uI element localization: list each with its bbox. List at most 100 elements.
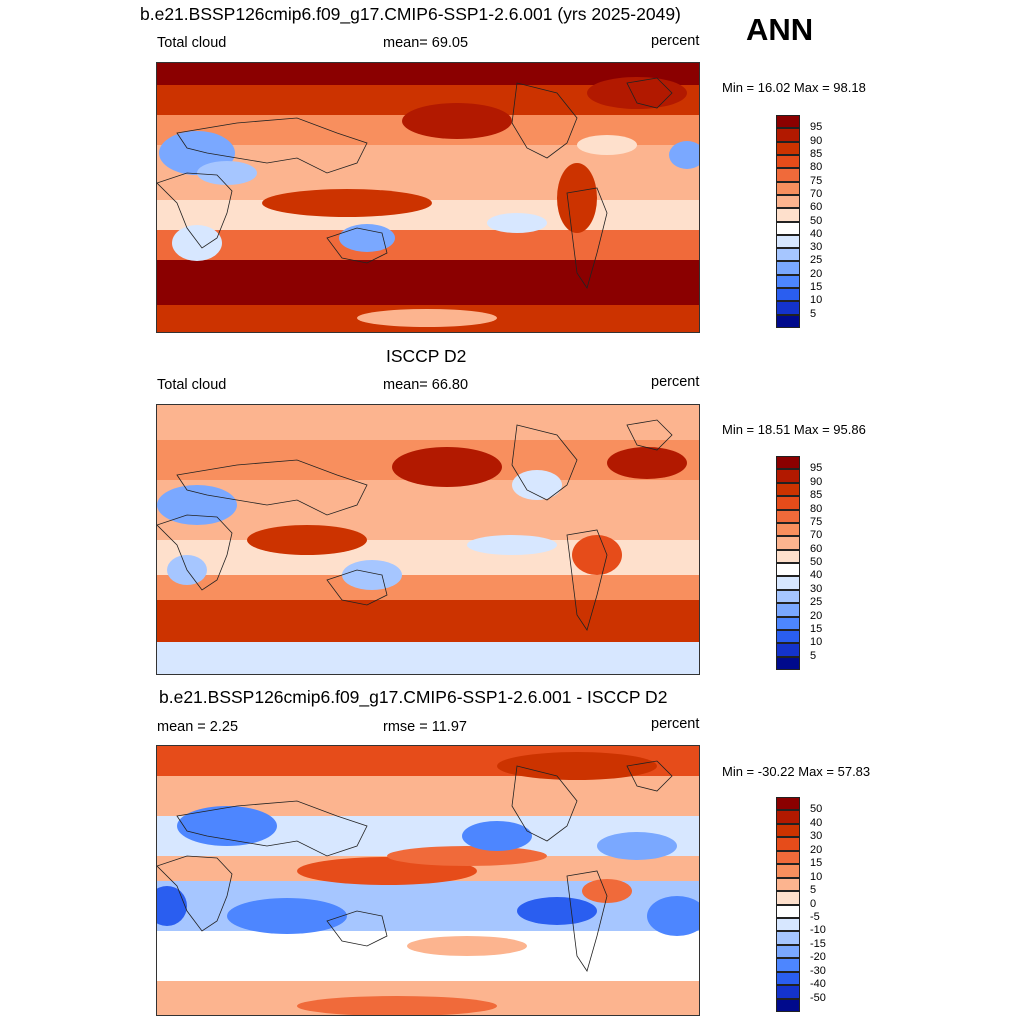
colorbar-tick-label: 30 bbox=[810, 830, 823, 843]
colorbar-tick-label: 95 bbox=[810, 462, 823, 475]
colorbar-tick-label: 50 bbox=[810, 803, 823, 816]
colorbar-swatch bbox=[776, 141, 800, 155]
colorbar-swatch bbox=[776, 985, 800, 999]
colorbar-tick-label: 95 bbox=[810, 121, 823, 134]
colorbar-tick-label: 15 bbox=[810, 281, 823, 294]
colorbar-swatch bbox=[776, 509, 800, 523]
colorbar-swatch bbox=[776, 656, 800, 670]
colorbar-swatch bbox=[776, 522, 800, 537]
colorbar-swatch bbox=[776, 589, 800, 604]
colorbar-tick-label: 50 bbox=[810, 214, 823, 227]
colorbar-tick-label: -30 bbox=[810, 964, 826, 977]
colorbar-swatch bbox=[776, 917, 800, 932]
panel-1-map bbox=[156, 62, 700, 333]
colorbar-tick-label: 5 bbox=[810, 649, 817, 662]
colorbar-swatch bbox=[776, 998, 800, 1012]
colorbar-swatch bbox=[776, 181, 800, 195]
colorbar-tick-label: 20 bbox=[810, 609, 823, 622]
colorbar-tick-label: -5 bbox=[810, 910, 820, 923]
figure-title: b.e21.BSSP126cmip6.f09_g17.CMIP6-SSP1-2.… bbox=[140, 4, 681, 24]
colorbar-swatch bbox=[776, 496, 800, 510]
panel-3-minmax: Min = -30.22 Max = 57.83 bbox=[722, 764, 871, 779]
colorbar-swatch bbox=[776, 643, 800, 657]
colorbar-tick-label: 70 bbox=[810, 187, 823, 200]
colorbar-swatch bbox=[776, 958, 800, 972]
colorbar-swatch bbox=[776, 603, 800, 617]
colorbar-tick-label: 0 bbox=[810, 897, 817, 910]
colorbar-swatch bbox=[776, 456, 800, 470]
colorbar-swatch bbox=[776, 301, 800, 315]
colorbar-swatch bbox=[776, 536, 800, 550]
colorbar-swatch bbox=[776, 797, 800, 811]
colorbar-tick-label: 85 bbox=[810, 489, 823, 502]
colorbar-swatch bbox=[776, 221, 800, 235]
colorbar-tick-label: 90 bbox=[810, 134, 823, 147]
panel-2-minmax: Min = 18.51 Max = 95.86 bbox=[722, 422, 866, 437]
colorbar-tick-label: 10 bbox=[810, 636, 823, 649]
colorbar-swatch bbox=[776, 208, 800, 222]
colorbar-tick-label: 10 bbox=[810, 870, 823, 883]
colorbar-tick-label: 10 bbox=[810, 294, 823, 307]
colorbar-tick-label: -15 bbox=[810, 937, 826, 950]
panel-3-mean-label: mean = 2.25 bbox=[157, 719, 239, 735]
panel-3-map bbox=[156, 745, 700, 1016]
colorbar-swatch bbox=[776, 274, 800, 289]
colorbar-swatch bbox=[776, 944, 800, 959]
colorbar-tick-label: 75 bbox=[810, 174, 823, 187]
panel-1-minmax: Min = 16.02 Max = 98.18 bbox=[722, 80, 866, 95]
panel-3-title: b.e21.BSSP126cmip6.f09_g17.CMIP6-SSP1-2.… bbox=[159, 687, 668, 707]
panel-2-title: ISCCP D2 bbox=[386, 346, 467, 366]
colorbar-swatch bbox=[776, 482, 800, 497]
colorbar-tick-label: 15 bbox=[810, 622, 823, 635]
colorbar-tick-label: -40 bbox=[810, 978, 826, 991]
panel-1-units-label: percent bbox=[651, 33, 700, 49]
colorbar-tick-label: -50 bbox=[810, 991, 826, 1004]
panel-2-map bbox=[156, 404, 700, 675]
panel-2-left-label: Total cloud bbox=[157, 377, 227, 393]
colorbar-swatch bbox=[776, 549, 800, 563]
colorbar-tick-label: -10 bbox=[810, 924, 826, 937]
colorbar-swatch bbox=[776, 904, 800, 918]
colorbar-swatch bbox=[776, 971, 800, 986]
colorbar-tick-label: 50 bbox=[810, 556, 823, 568]
colorbar-swatch bbox=[776, 168, 800, 182]
colorbar-swatch bbox=[776, 248, 800, 262]
colorbar-tick-label: 85 bbox=[810, 147, 823, 160]
colorbar-swatch bbox=[776, 314, 800, 328]
colorbar-swatch bbox=[776, 234, 800, 249]
panel-1-colorbar: 95 90 85 80 75 70 60 50 40 30 25 20 15 10 5 bbox=[776, 115, 822, 328]
colorbar-tick-label: 40 bbox=[810, 227, 823, 240]
colorbar-tick-label: 40 bbox=[810, 569, 823, 582]
colorbar-tick-label: -20 bbox=[810, 951, 826, 964]
colorbar-tick-label: 30 bbox=[810, 582, 823, 595]
colorbar-tick-label: 25 bbox=[810, 254, 823, 267]
colorbar-swatch bbox=[776, 288, 800, 302]
panel-1-mean-label: mean= 69.05 bbox=[383, 35, 469, 51]
panel-3-colorbar: 50 40 30 20 15 10 5 0 -5 -10 -15 -20 -30 -40 -50 bbox=[776, 797, 826, 1012]
colorbar-swatch bbox=[776, 837, 800, 851]
panel-2-units-label: percent bbox=[651, 374, 700, 390]
colorbar-tick-label: 20 bbox=[810, 843, 823, 856]
colorbar-tick-label: 75 bbox=[810, 515, 823, 528]
colorbar-swatch bbox=[776, 261, 800, 275]
colorbar-swatch bbox=[776, 629, 800, 644]
colorbar-swatch bbox=[776, 891, 800, 905]
panel-3-rmse-label: rmse = 11.97 bbox=[383, 719, 467, 735]
colorbar-swatch bbox=[776, 154, 800, 169]
colorbar-swatch bbox=[776, 931, 800, 945]
colorbar-swatch bbox=[776, 864, 800, 878]
colorbar-swatch bbox=[776, 194, 800, 209]
colorbar-tick-label: 80 bbox=[810, 502, 823, 515]
panel-3-units-label: percent bbox=[651, 716, 700, 732]
panel-2-mean-label: mean= 66.80 bbox=[383, 377, 469, 393]
season-label: ANN bbox=[746, 12, 814, 47]
colorbar-swatch bbox=[776, 810, 800, 824]
colorbar-tick-label: 20 bbox=[810, 267, 823, 280]
colorbar-swatch bbox=[776, 823, 800, 838]
colorbar-swatch bbox=[776, 850, 800, 865]
panel-1-left-label: Total cloud bbox=[157, 35, 227, 51]
colorbar-tick-label: 25 bbox=[810, 596, 823, 609]
colorbar-tick-label: 30 bbox=[810, 241, 823, 254]
colorbar-swatch bbox=[776, 877, 800, 892]
colorbar-swatch bbox=[776, 469, 800, 483]
